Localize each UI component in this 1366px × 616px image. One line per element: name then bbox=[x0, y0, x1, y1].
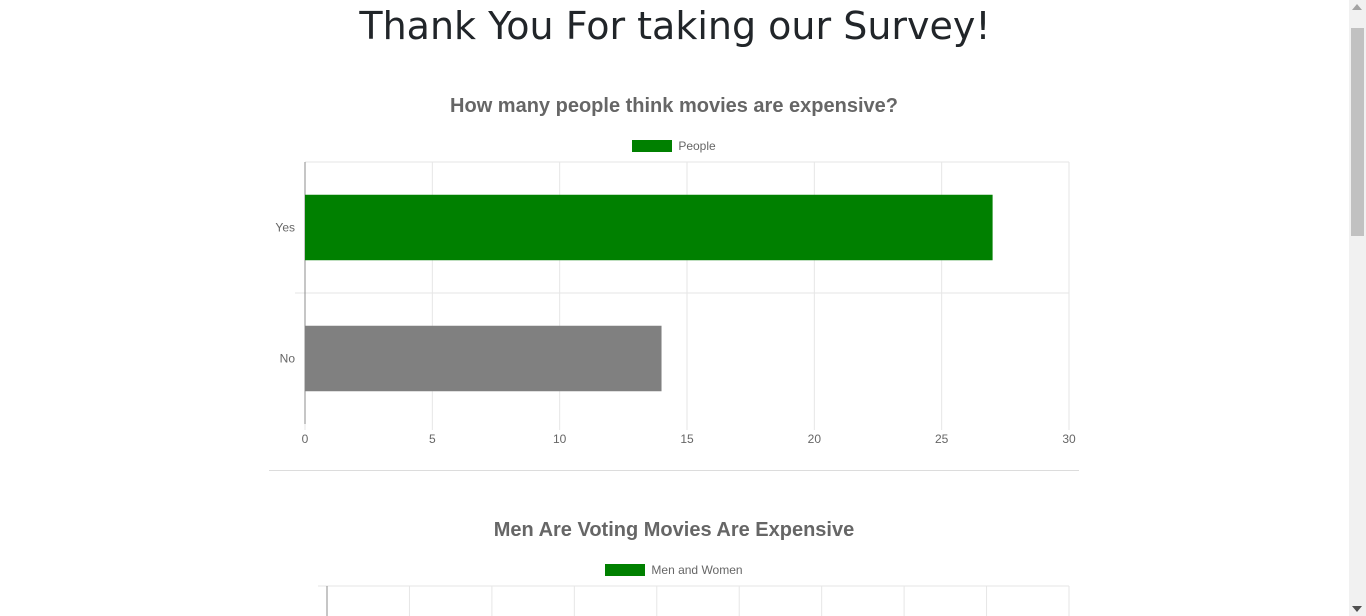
bar-yes bbox=[305, 194, 993, 261]
x-tick-label-20: 20 bbox=[808, 432, 822, 446]
legend-label-people: People bbox=[678, 139, 716, 153]
scrollbar-thumb[interactable] bbox=[1351, 28, 1364, 236]
x-tick-label-25: 25 bbox=[935, 432, 949, 446]
x-tick-label-5: 5 bbox=[429, 432, 436, 446]
legend-label-men-and-women: Men and Women bbox=[651, 563, 743, 577]
chart-1-title: How many people think movies are expensi… bbox=[450, 95, 898, 117]
scroll-up-arrow-icon[interactable] bbox=[1352, 4, 1362, 10]
x-tick-label-10: 10 bbox=[553, 432, 567, 446]
y-tick-label-yes: Yes bbox=[275, 221, 295, 235]
legend-swatch-people bbox=[632, 140, 673, 152]
vertical-scrollbar[interactable] bbox=[1349, 0, 1366, 616]
scroll-down-arrow-icon[interactable] bbox=[1352, 606, 1362, 612]
chart-2-title: Men Are Voting Movies Are Expensive bbox=[493, 519, 855, 541]
x-tick-label-30: 30 bbox=[1062, 432, 1076, 446]
y-tick-label-no: No bbox=[280, 352, 296, 366]
page-title: Thank You For taking our Survey! bbox=[359, 4, 991, 48]
chart-1-legend[interactable]: People bbox=[270, 139, 1078, 153]
bar-no bbox=[305, 325, 662, 392]
chart-2-legend[interactable]: Men and Women bbox=[270, 563, 1078, 577]
x-tick-label-15: 15 bbox=[680, 432, 694, 446]
section-divider bbox=[269, 470, 1079, 471]
legend-swatch-men-and-women bbox=[605, 564, 646, 576]
x-tick-label-0: 0 bbox=[302, 432, 309, 446]
